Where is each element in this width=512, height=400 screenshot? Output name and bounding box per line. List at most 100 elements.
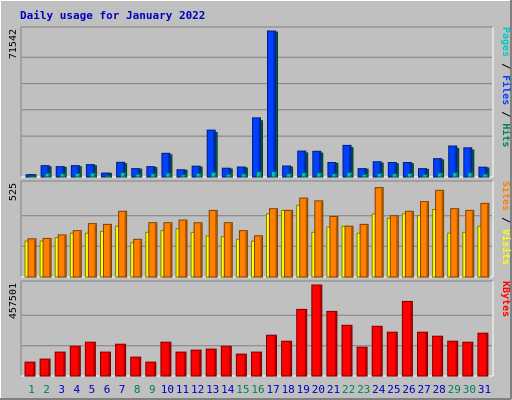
x-tick-label: 25 xyxy=(387,383,400,396)
bar-shade xyxy=(259,353,261,376)
legend-hits: Hits xyxy=(500,123,512,147)
bar-shade xyxy=(63,174,65,177)
bar-shade xyxy=(152,167,155,177)
bar-pages-day-2 xyxy=(44,172,51,178)
bar-shade xyxy=(64,168,66,177)
bar-shade xyxy=(350,173,352,177)
bar-shade xyxy=(456,149,459,177)
bar-pages-day-31 xyxy=(482,173,489,178)
bar-kbytes-day-7 xyxy=(115,343,127,377)
bar-shade xyxy=(153,174,156,177)
x-tick-label: 22 xyxy=(342,383,355,396)
legend: KBytes xyxy=(500,281,511,317)
bar-sites-day-16 xyxy=(254,235,263,278)
bar-shade xyxy=(167,154,170,177)
panel-visits-sites: 525 Sites / Visits xyxy=(8,180,512,278)
bar-sites-day-21 xyxy=(329,216,339,278)
bar-shade xyxy=(396,216,398,277)
bar-shade xyxy=(275,209,277,277)
bar-shade xyxy=(469,148,472,177)
bar-shade xyxy=(333,163,336,177)
x-tick-label: 6 xyxy=(104,383,111,396)
bar-shade xyxy=(274,336,276,376)
bar-shade xyxy=(79,231,81,277)
bar-shade xyxy=(424,169,426,177)
bar-shade xyxy=(366,170,368,177)
y-max-label: 71542 xyxy=(8,29,19,59)
bar-shade xyxy=(92,165,94,177)
bar-shade xyxy=(153,363,156,376)
bar-shade xyxy=(289,342,292,376)
bar-shade xyxy=(229,175,231,177)
bar-shade xyxy=(108,353,110,376)
bar-shade xyxy=(381,188,383,277)
legend-separator: / xyxy=(500,57,511,75)
bar-pages-day-16 xyxy=(256,171,262,178)
bar-shade xyxy=(395,174,397,177)
bar-kbytes-day-22 xyxy=(341,324,353,377)
bar-pages-day-18 xyxy=(286,173,293,178)
bar-kbytes-day-15 xyxy=(235,353,247,377)
bar-pages-day-1 xyxy=(29,175,36,178)
bar-shade xyxy=(320,201,323,277)
bar-shade xyxy=(379,162,381,177)
bar-kbytes-day-27 xyxy=(417,331,428,377)
bar-sites-day-15 xyxy=(238,230,248,278)
bar-pages-day-15 xyxy=(240,173,247,178)
bar-shade xyxy=(200,223,202,277)
legend: Pages / Files / Hits xyxy=(500,27,512,147)
legend-pages: Pages xyxy=(500,27,511,57)
bar-pages-day-30 xyxy=(467,172,474,178)
bar-shade xyxy=(364,169,366,177)
x-tick-label: 13 xyxy=(206,383,219,396)
bar-pages-day-3 xyxy=(59,173,66,178)
bar-kbytes-day-13 xyxy=(205,348,217,377)
bar-kbytes-day-11 xyxy=(175,351,187,377)
bar-pages-day-12 xyxy=(195,173,202,178)
x-tick-label: 9 xyxy=(149,383,156,396)
bar-sites-day-1 xyxy=(27,238,37,278)
bar-shade xyxy=(305,153,308,177)
bar-sites-day-12 xyxy=(193,222,203,278)
bar-shade xyxy=(319,286,322,376)
bar-shade xyxy=(168,343,171,376)
bar-pages-day-27 xyxy=(422,174,428,178)
bar-pages-day-11 xyxy=(180,174,187,178)
bar-sites-day-20 xyxy=(314,200,324,278)
bar-pages-day-9 xyxy=(150,173,157,178)
bar-pages-day-7 xyxy=(120,172,127,178)
bar-shade xyxy=(439,159,442,177)
bar-shade xyxy=(169,155,172,177)
bar-shade xyxy=(351,148,353,177)
bar-shade xyxy=(64,235,66,277)
bar-shade xyxy=(124,164,127,177)
bar-shade xyxy=(230,170,232,177)
bar-shade xyxy=(304,173,307,177)
bar-shade xyxy=(366,225,368,277)
bar-shade xyxy=(395,333,397,376)
panel-kbytes: 457501 KBytes xyxy=(8,280,511,377)
bar-shade xyxy=(93,174,95,177)
bar-shade xyxy=(185,171,187,177)
bar-pages-day-24 xyxy=(376,173,383,178)
bar-shade xyxy=(411,212,413,277)
x-tick-label: 27 xyxy=(417,383,430,396)
bar-shade xyxy=(244,355,246,376)
x-tick-label: 3 xyxy=(58,383,65,396)
bar-shade xyxy=(440,174,443,177)
bar-pages-day-6 xyxy=(105,175,111,178)
bar-shade xyxy=(303,152,306,177)
bar-shade xyxy=(440,337,443,376)
bar-shade xyxy=(78,174,80,177)
bar-shade xyxy=(289,174,292,177)
bar-sites-day-23 xyxy=(359,223,369,278)
bar-shade xyxy=(350,326,352,376)
x-tick-label: 11 xyxy=(176,383,189,396)
bar-shade xyxy=(77,166,79,177)
x-tick-label: 20 xyxy=(312,383,325,396)
bar-sites-day-31 xyxy=(480,202,490,278)
bar-shade xyxy=(394,163,396,177)
bar-shade xyxy=(304,310,307,376)
bar-shade xyxy=(244,174,246,177)
bar-shade xyxy=(168,174,171,177)
